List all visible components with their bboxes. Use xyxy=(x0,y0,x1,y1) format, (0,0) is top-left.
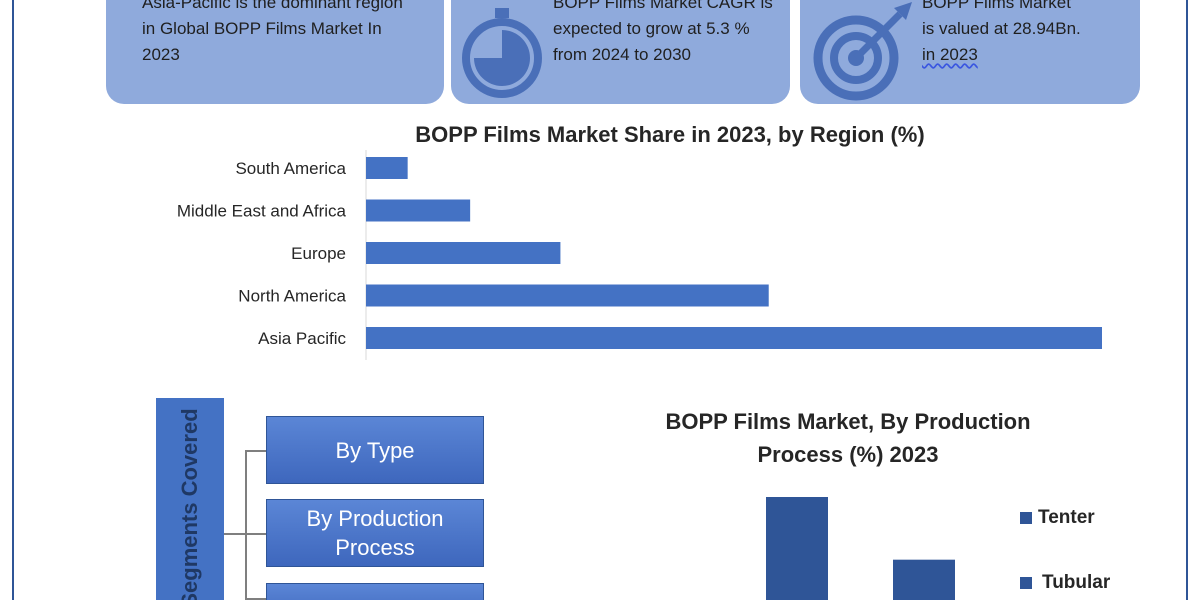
legend-swatch xyxy=(1020,577,1032,589)
bar-north-america xyxy=(366,284,769,307)
connector-line xyxy=(245,533,266,535)
infographic-frame xyxy=(12,0,1188,600)
category-label: North America xyxy=(238,287,346,306)
connector-line xyxy=(224,533,246,535)
bar-europe xyxy=(366,242,561,264)
bar-south-america xyxy=(366,157,408,179)
segment-third xyxy=(266,583,484,600)
bar-asia-pacific xyxy=(366,327,1102,349)
card-market-value: BOPP Films Market is valued at 28.94Bn. … xyxy=(800,0,1140,104)
stopwatch-icon xyxy=(462,8,542,98)
connector-line xyxy=(245,450,266,452)
category-label: Middle East and Africa xyxy=(177,202,347,221)
card-line: BOPP Films Market xyxy=(922,0,1071,12)
target-icon xyxy=(813,2,912,101)
process-chart-title: BOPP Films Market, By Production Process… xyxy=(665,409,1031,467)
segments-header: Segments Covered xyxy=(156,398,224,600)
segment-by-type: By Type xyxy=(266,416,484,484)
connector-line xyxy=(245,598,266,600)
connector-line xyxy=(245,450,247,600)
card-line: in 2023 xyxy=(922,45,978,64)
bar-tenter xyxy=(764,495,830,600)
card-cagr: BOPP Films Market CAGR is expected to gr… xyxy=(451,0,790,104)
card-line: is valued at 28.94Bn. xyxy=(922,19,1081,38)
bar-tubular xyxy=(891,557,957,600)
category-label: Europe xyxy=(291,244,346,263)
bar-middle-east-and-africa xyxy=(366,199,471,222)
segment-label: By Production Process xyxy=(306,506,444,560)
card-line: BOPP Films Market CAGR is xyxy=(553,0,773,12)
card-line: from 2024 to 2030 xyxy=(553,45,691,64)
segment-by-production-process: By Production Process xyxy=(266,499,484,567)
legend-item-tubular: Tubular xyxy=(1020,572,1110,594)
legend-swatch xyxy=(1020,512,1032,524)
category-label: Asia Pacific xyxy=(258,329,346,348)
card-line: Asia-Pacific is the dominant region xyxy=(142,0,403,12)
card-line: 2023 xyxy=(142,45,180,64)
card-line: in Global BOPP Films Market In xyxy=(142,19,382,38)
legend-label: Tenter xyxy=(1038,507,1095,528)
legend-item-tenter: Tenter xyxy=(1020,507,1095,529)
region-chart-title: BOPP Films Market Share in 2023, by Regi… xyxy=(415,122,925,147)
category-label: South America xyxy=(235,159,346,178)
card-dominant-region: Asia-Pacific is the dominant region in G… xyxy=(106,0,444,104)
card-line: expected to grow at 5.3 % xyxy=(553,19,750,38)
legend-label: Tubular xyxy=(1042,572,1111,593)
